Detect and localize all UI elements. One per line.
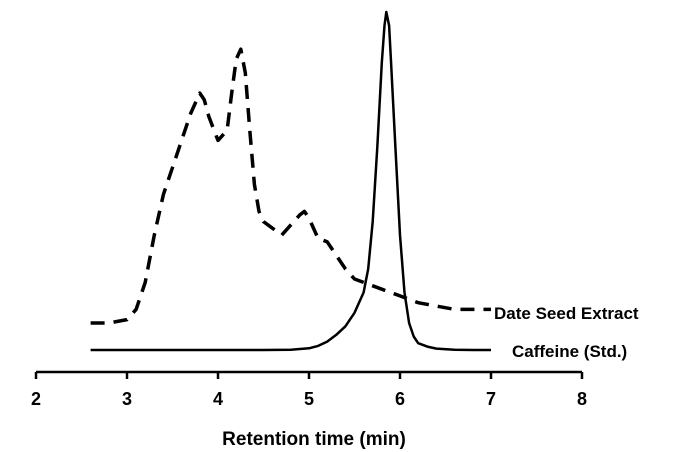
series-line-date-seed-extract (90, 47, 491, 325)
plot-lines (90, 10, 491, 352)
x-tick-label: 5 (304, 389, 314, 409)
x-axis-ticks (34, 372, 584, 379)
x-axis-tick-labels: 2 3 4 5 6 7 8 (31, 389, 587, 409)
x-tick-label: 6 (395, 389, 405, 409)
x-tick-label: 8 (577, 389, 587, 409)
series-line-caffeine-std (90, 10, 491, 352)
x-axis-title: Retention time (min) (222, 429, 406, 450)
x-tick-label: 4 (213, 389, 223, 409)
x-tick-label: 3 (122, 389, 132, 409)
series-label-date-seed-extract: Date Seed Extract (494, 304, 639, 323)
x-tick-label: 7 (486, 389, 496, 409)
x-tick-label: 2 (31, 389, 41, 409)
series-label-caffeine-std: Caffeine (Std.) (512, 342, 627, 361)
